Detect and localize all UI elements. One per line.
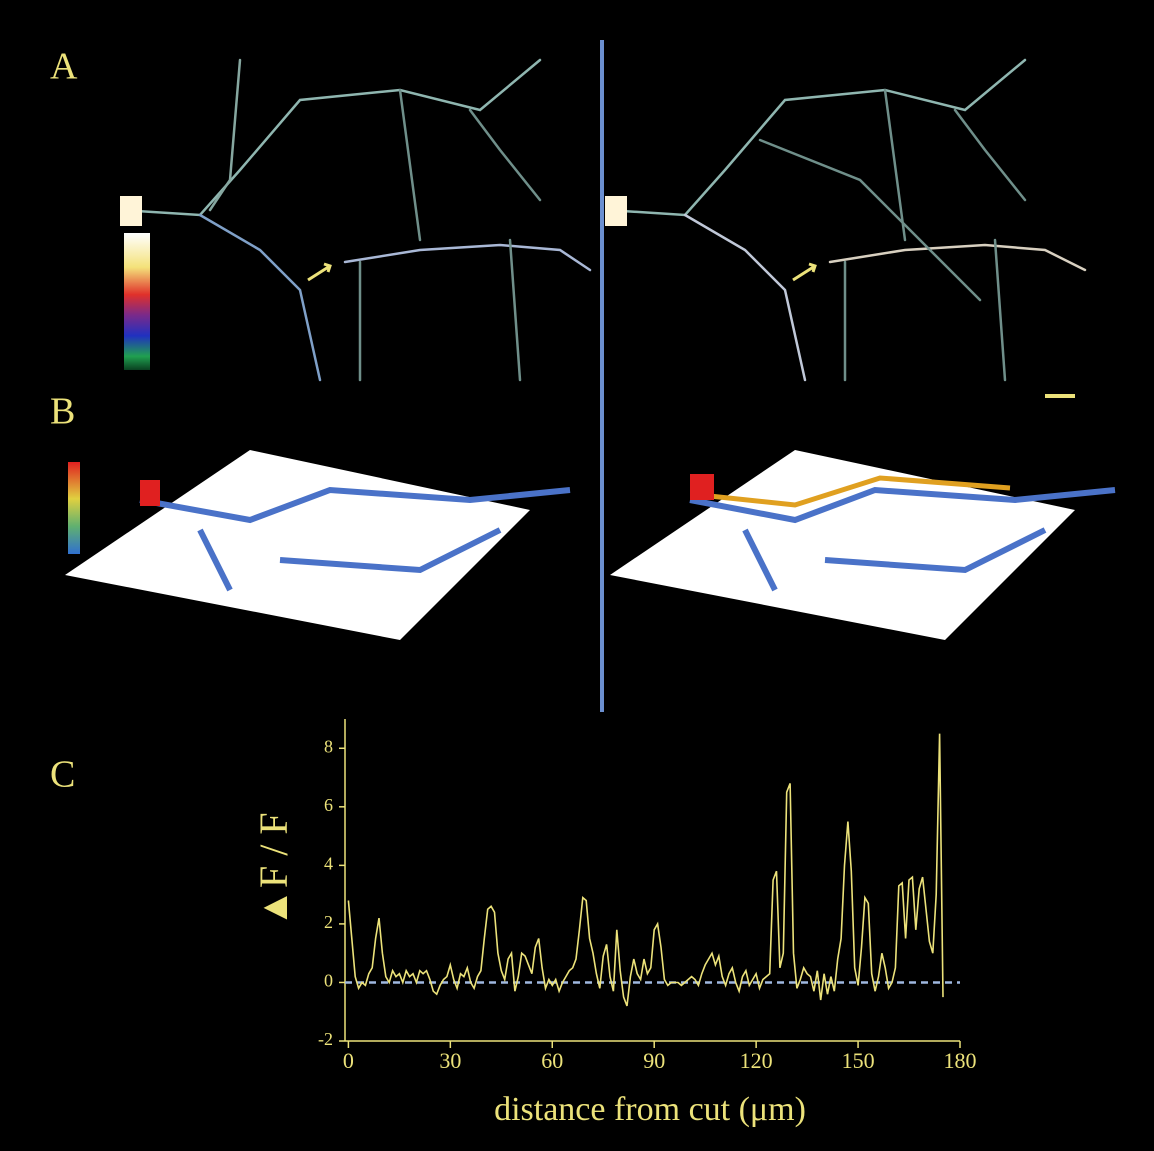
plot: -2 0 2 4 6 8 0 30 60 90 120 150 180 xyxy=(318,719,977,1073)
y-tick-label: 0 xyxy=(324,971,333,991)
panel-label: B xyxy=(50,391,75,433)
soma xyxy=(120,196,142,226)
page: {"panel_labels": ["A", "B", "C"], "chart… xyxy=(0,0,1154,1151)
x-tick-label: 120 xyxy=(740,1048,773,1073)
surface-plot xyxy=(65,450,530,640)
panel-label: C xyxy=(50,754,75,796)
y-tick-label: 4 xyxy=(324,853,333,873)
data-line xyxy=(348,734,943,1006)
color-bar xyxy=(68,462,80,554)
surface-peak xyxy=(140,480,160,506)
x-axis-label: distance from cut (μm) xyxy=(494,1091,806,1128)
x-tick-label: 150 xyxy=(842,1048,875,1073)
arrow xyxy=(308,264,330,280)
y-tick-label: 2 xyxy=(324,912,333,932)
x-tick-label: 0 xyxy=(343,1048,354,1073)
arrow xyxy=(793,264,815,280)
micrograph-right xyxy=(607,60,1085,380)
x-tick-label: 30 xyxy=(439,1048,461,1073)
surface-plot xyxy=(610,450,1075,640)
x-tick-label: 60 xyxy=(541,1048,563,1073)
y-tick-label: 6 xyxy=(324,795,333,815)
x-tick-label: 180 xyxy=(944,1048,977,1073)
soma xyxy=(605,196,627,226)
panel-label: A xyxy=(50,46,78,88)
y-tick-label: 8 xyxy=(324,736,333,756)
color-bar xyxy=(124,233,150,370)
x-tick-label: 90 xyxy=(643,1048,665,1073)
figure: A B C ▲F / F distance from cut (μm) -2 0 2… xyxy=(0,0,1154,1151)
scale-bar xyxy=(1045,394,1075,398)
y-axis-label: ▲F / F xyxy=(251,812,296,927)
surface-peak xyxy=(690,474,714,500)
micrograph-left xyxy=(122,60,590,380)
y-tick-label: -2 xyxy=(318,1029,333,1049)
